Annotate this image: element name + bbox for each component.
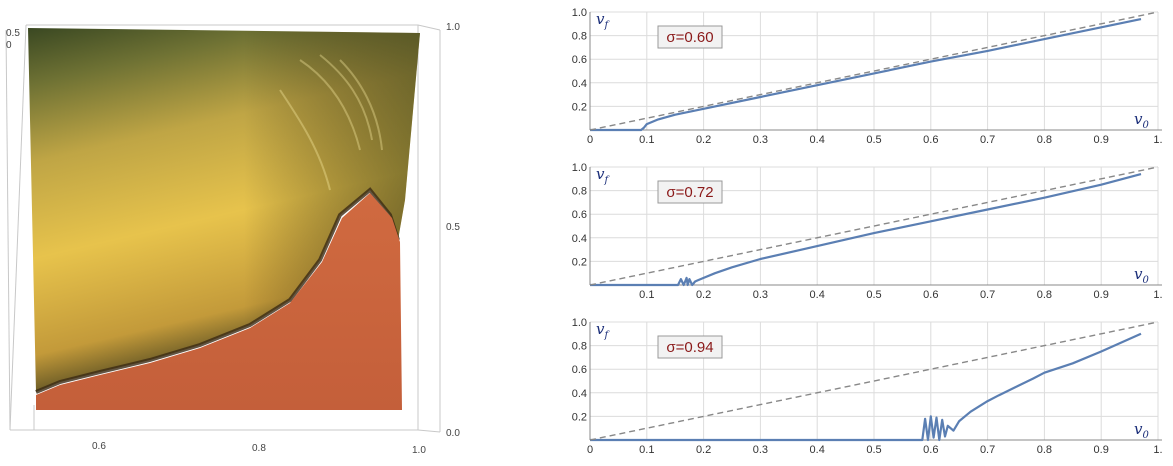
line-chart-sigma-0.72: 0.1 0.2 0.3 0.4 0.5 0.6 0.7 0.8 0.9 1. 0.2 0.4 0.6 0.… (572, 162, 1163, 301)
x-tick-label: 0.6 (923, 134, 938, 146)
x-tick-label: 0.7 (980, 289, 995, 301)
x-tick-label: 0.8 (1037, 289, 1052, 301)
back-tick-zero: 0 (6, 40, 12, 51)
y-tick-label: 0.4 (572, 388, 587, 400)
x-tick-label: 0.8 (1037, 444, 1052, 456)
x-tick-label: 0.7 (980, 444, 995, 456)
y-tick-label: 0.6 (572, 54, 587, 66)
x-tick-label: 0.2 (696, 289, 711, 301)
z-tick-0.5: 0.5 (446, 222, 460, 233)
y-tick-label: 0.6 (572, 209, 587, 221)
surface-plot-panel: 0.5 0 1.0 0.5 0.0 0.6 0.8 1.0 (0, 0, 460, 461)
x-tick-label: 1. (1153, 289, 1162, 301)
back-tick-top: 0.5 (6, 28, 20, 39)
surface-orange (36, 193, 402, 410)
y-tick-label: 0.4 (572, 78, 587, 90)
x-tick-label: 0.5 (866, 444, 881, 456)
x-axis-label: v0 (1134, 265, 1149, 286)
diagonal-reference-line (589, 321, 1159, 441)
x-tick-label: 0.7 (980, 134, 995, 146)
x-tick-label: 0.8 (1037, 134, 1052, 146)
line-charts-panel: 0 0.1 0.2 0.3 0.4 0.5 0.6 0.7 0.8 0.9 1. 0.2 0.4 0.6 0… (560, 0, 1173, 461)
x-tick-label: 0.3 (753, 444, 768, 456)
x-tick-label: 0.6 (923, 444, 938, 456)
surface-shade (28, 28, 420, 392)
x-tick-label: 0.6 (923, 289, 938, 301)
x-tick-label: 0.5 (866, 289, 881, 301)
y-axis-label: vf (596, 320, 610, 341)
x-tick-label: 0.9 (1094, 134, 1109, 146)
x-tick-label: 0.5 (866, 134, 881, 146)
y-tick-label: 1.0 (572, 7, 587, 19)
x-tick-label: 0.4 (810, 289, 825, 301)
y-tick-label: 0.6 (572, 364, 587, 376)
y-tick-label: 0.8 (572, 341, 587, 353)
boundary-rim (35, 187, 400, 394)
z-tick-0: 0.0 (446, 428, 460, 439)
sigma-box (657, 335, 723, 359)
line-chart-sigma-0.94: 0 0.1 0.2 0.3 0.4 0.5 0.6 0.7 0.8 0.9 1. 0.2 0.4 0.6 0… (572, 317, 1163, 456)
x-tick-0.6: 0.6 (92, 441, 106, 452)
x-tick-label: 0.1 (639, 444, 654, 456)
x-tick-label: 0.2 (696, 134, 711, 146)
surface-plot: 0.5 0 1.0 0.5 0.0 0.6 0.8 1.0 (5, 22, 460, 456)
x-tick-label: 0.9 (1094, 444, 1109, 456)
x-tick-label: 1. (1153, 444, 1162, 456)
y-tick-label: 0.4 (572, 233, 587, 245)
y-tick-label: 0.2 (572, 256, 587, 268)
x-tick-label: 0 (587, 444, 593, 456)
x-tick-label: 1. (1153, 134, 1162, 146)
y-axis-label: vf (596, 165, 610, 186)
vf-curve (590, 332, 1142, 442)
x-tick-label: 0.4 (810, 444, 825, 456)
sigma-label: σ=0.94 (666, 339, 713, 356)
x-tick-label: 0.2 (696, 444, 711, 456)
grid (590, 321, 1159, 440)
x-tick-label: 0.4 (810, 134, 825, 146)
box-frame (5, 24, 441, 433)
vf-curve (590, 18, 1142, 132)
y-tick-label: 0.8 (572, 31, 587, 43)
sigma-label: σ=0.72 (666, 184, 713, 201)
x-tick-label: 0.1 (639, 289, 654, 301)
y-axis-label: vf (596, 10, 610, 31)
vf-curve (590, 173, 1142, 287)
diagonal-reference-line (589, 166, 1159, 286)
x-tick-label: 0.9 (1094, 289, 1109, 301)
x-tick-label: 0.3 (753, 289, 768, 301)
x-axis-label: v0 (1134, 110, 1149, 131)
sigma-annotation: σ=0.72 (657, 180, 723, 204)
x-tick-label: 0.1 (639, 134, 654, 146)
sigma-label: σ=0.60 (666, 29, 713, 46)
x-tick-label: 0 (587, 134, 593, 146)
y-tick-label: 0.2 (572, 411, 587, 423)
x-tick-label: 0.3 (753, 134, 768, 146)
y-tick-label: 1.0 (572, 317, 587, 329)
surface-ripples (279, 54, 383, 191)
sigma-box (657, 180, 723, 204)
line-chart-sigma-0.60: 0 0.1 0.2 0.3 0.4 0.5 0.6 0.7 0.8 0.9 1. 0.2 0.4 0.6 0… (572, 7, 1163, 146)
y-tick-label: 0.8 (572, 186, 587, 198)
x-axis-label: v0 (1134, 420, 1149, 441)
y-tick-label: 0.2 (572, 101, 587, 113)
sigma-box (657, 25, 723, 49)
x-tick-1.0: 1.0 (412, 445, 426, 456)
sigma-annotation: σ=0.60 (657, 25, 723, 49)
x-tick-0.8: 0.8 (252, 443, 266, 454)
sigma-annotation: σ=0.94 (657, 335, 723, 359)
y-tick-label: 1.0 (572, 162, 587, 174)
diagonal-reference-line (589, 11, 1159, 131)
z-tick-1: 1.0 (446, 22, 460, 33)
